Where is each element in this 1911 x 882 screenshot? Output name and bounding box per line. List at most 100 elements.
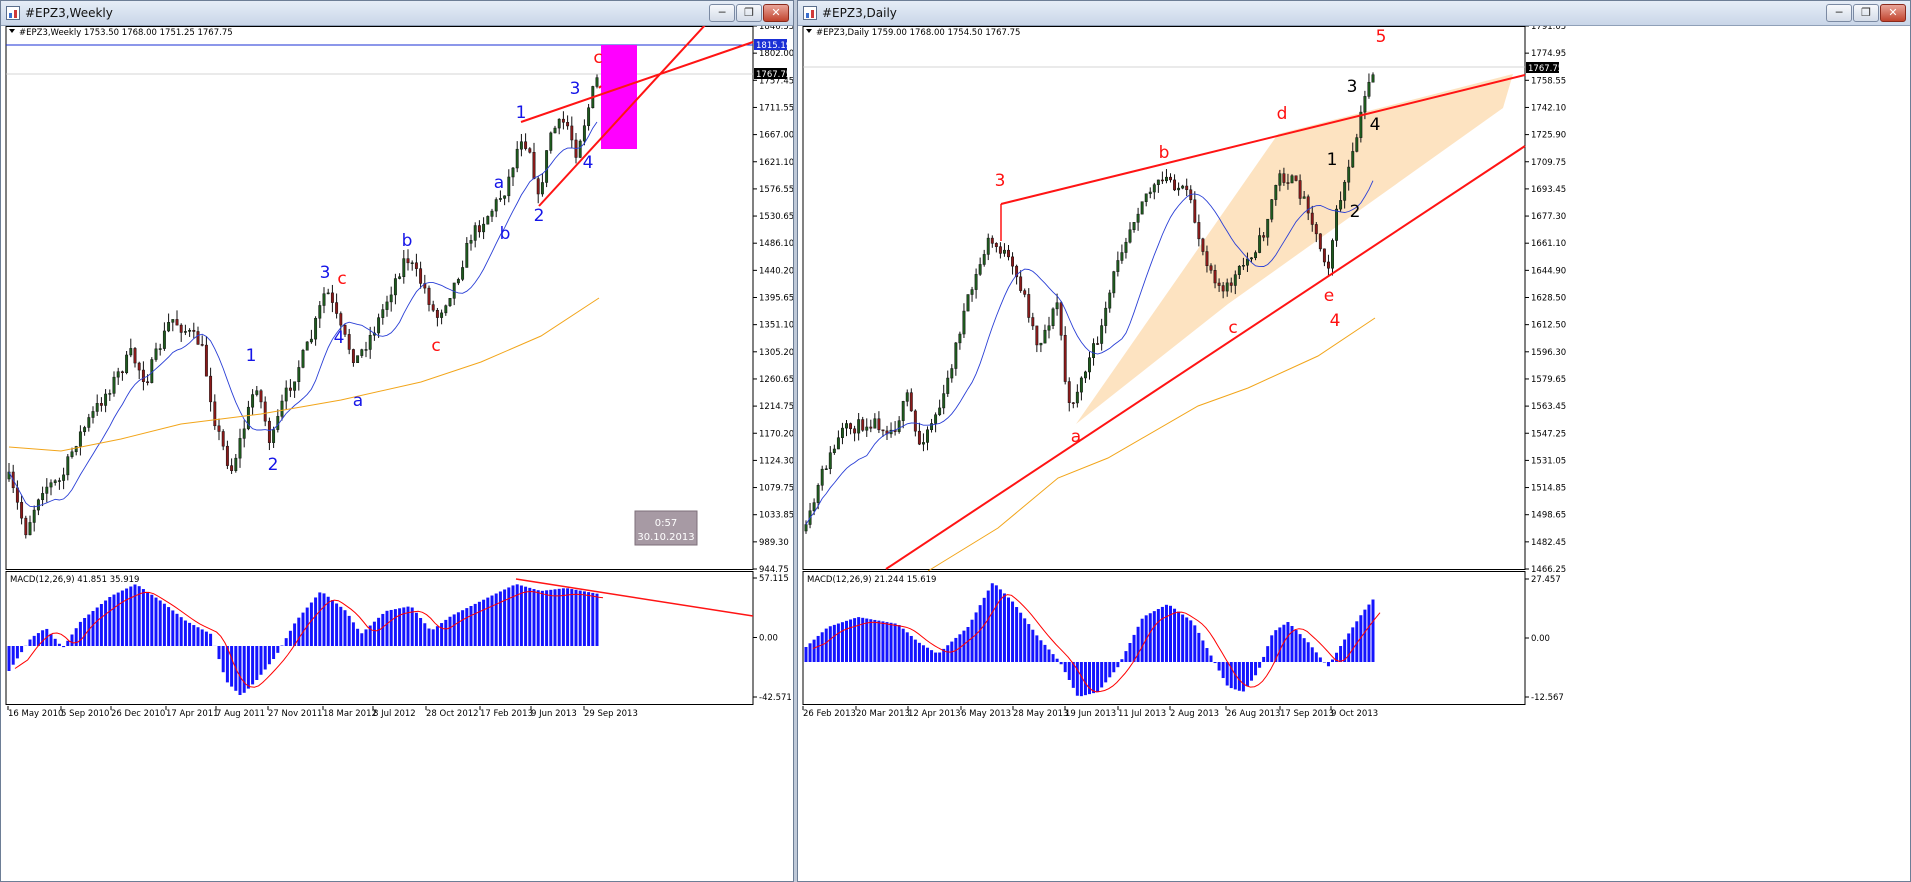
candle-body: [251, 394, 255, 408]
candle-body: [364, 349, 368, 351]
candle: [461, 260, 465, 282]
candle-body: [865, 426, 869, 431]
weekly-chart-canvas[interactable]: #EPZ3,Weekly 1753.50 1768.00 1751.25 176…: [1, 26, 793, 881]
candle: [1351, 142, 1355, 168]
macd-bar: [1359, 615, 1363, 662]
macd-bar: [314, 597, 318, 646]
macd-bar: [1055, 658, 1059, 662]
macd-bar: [1027, 624, 1031, 662]
weekly-titlebar[interactable]: #EPZ3,Weekly ─ ❐ ✕: [1, 1, 793, 26]
wave-label: c: [1228, 318, 1237, 338]
candle-body: [511, 167, 515, 178]
macd-bar: [1197, 632, 1201, 662]
minimize-icon[interactable]: ─: [709, 4, 735, 22]
candle-body: [974, 274, 978, 290]
macd-bar: [905, 632, 909, 662]
candle: [1359, 105, 1363, 143]
macd-bar: [1104, 662, 1108, 683]
close-icon[interactable]: ✕: [1880, 4, 1906, 22]
restore-icon[interactable]: ❐: [1853, 4, 1879, 22]
candle-body: [1343, 181, 1347, 201]
macd-bar: [389, 609, 393, 646]
candle-body: [288, 387, 292, 391]
minimize-icon[interactable]: ─: [1826, 4, 1852, 22]
candle: [865, 418, 869, 437]
macd-bar: [1023, 618, 1027, 662]
candle-body: [280, 400, 284, 417]
candle-body: [183, 331, 187, 333]
candle-body: [816, 485, 820, 503]
macd-bar: [62, 646, 66, 648]
date-tick-label: 18 Mar 2012: [323, 709, 377, 719]
candle: [1124, 237, 1128, 259]
candle-body: [536, 178, 540, 195]
date-tick-label: 26 Aug 2013: [1226, 709, 1280, 719]
candle: [486, 215, 490, 225]
candle-body: [1165, 176, 1168, 182]
candle: [507, 169, 511, 203]
weekly-chart-window[interactable]: #EPZ3,Weekly ─ ❐ ✕ #EPZ3,Weekly 1753.50 …: [0, 0, 794, 882]
macd-bar: [104, 600, 108, 646]
macd-bar: [1096, 662, 1100, 693]
candle: [1075, 384, 1079, 408]
candle: [1063, 326, 1067, 385]
macd-bar: [942, 648, 946, 662]
macd-bar: [339, 606, 343, 646]
candle-body: [284, 387, 288, 402]
candle: [849, 422, 852, 435]
candle-body: [986, 237, 990, 255]
candle: [498, 190, 502, 202]
macd-bar: [95, 607, 99, 646]
candle-body: [1274, 185, 1278, 200]
weekly-price-axis-tick-label: 1351.10: [759, 321, 793, 331]
restore-icon[interactable]: ❐: [736, 4, 762, 22]
daily-slow-ma-line: [927, 317, 1376, 572]
candle: [1148, 187, 1152, 199]
macd-bar: [112, 594, 116, 646]
macd-bar: [1331, 659, 1334, 662]
daily-chart-canvas[interactable]: #EPZ3,Daily 1759.00 1768.00 1754.50 1767…: [798, 26, 1910, 881]
candle-body: [15, 487, 19, 503]
candle-body: [1039, 342, 1043, 346]
candle-body: [435, 309, 439, 318]
candle: [120, 370, 124, 381]
candle: [322, 287, 326, 314]
macd-bar: [1092, 662, 1096, 694]
candle-body: [293, 381, 297, 391]
macd-bar: [1282, 624, 1286, 662]
macd-bar: [986, 590, 990, 662]
candle-body: [230, 465, 234, 471]
weekly-price-axis-tick-label: 1846.55: [759, 26, 793, 32]
candle: [326, 288, 330, 295]
wave-label: 2: [268, 455, 279, 475]
macd-bar: [188, 622, 192, 646]
macd-bar: [423, 623, 427, 646]
macd-bar: [820, 632, 824, 662]
candle-body: [393, 278, 397, 296]
candle: [990, 235, 994, 248]
candle: [1343, 179, 1347, 209]
candle-body: [942, 393, 946, 409]
candle-body: [1213, 270, 1217, 284]
candle: [477, 220, 481, 238]
macd-bar: [7, 646, 11, 671]
candle: [1160, 171, 1164, 184]
candle-body: [74, 446, 78, 453]
macd-bar: [1156, 609, 1160, 662]
macd-bar: [582, 591, 586, 646]
candle-body: [1363, 96, 1367, 113]
macd-bar: [1258, 662, 1262, 668]
daily-chart-window[interactable]: #EPZ3,Daily ─ ❐ ✕ #EPZ3,Daily 1759.00 17…: [797, 0, 1911, 882]
candle: [1201, 237, 1205, 256]
wave-label: 4: [334, 328, 345, 348]
wave-label: 1: [1327, 150, 1338, 170]
candle-body: [930, 423, 934, 430]
candle: [1335, 205, 1338, 247]
daily-titlebar[interactable]: #EPZ3,Daily ─ ❐ ✕: [798, 1, 1910, 26]
macd-bar: [1205, 648, 1209, 662]
wave-label: c: [337, 269, 346, 289]
close-icon[interactable]: ✕: [763, 4, 789, 22]
candle-body: [1055, 302, 1059, 310]
macd-bar: [1189, 620, 1193, 662]
candle-body: [70, 451, 74, 457]
